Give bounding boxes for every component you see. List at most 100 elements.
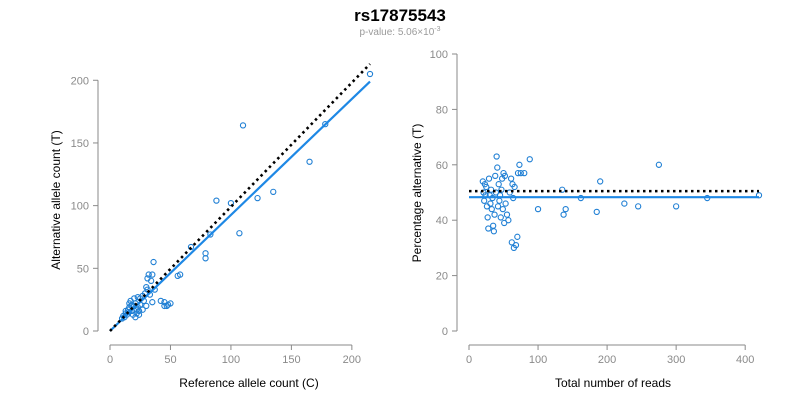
percentage-data-point (481, 197, 488, 204)
counts-data-point (147, 277, 155, 285)
percentage-y-tick-label: 100 (430, 49, 448, 61)
counts-data-point (167, 300, 174, 307)
percentage-y-tick-label: 80 (436, 104, 448, 116)
percentage-x-tick-label: 100 (529, 354, 547, 366)
counts-y-tick-label: 200 (71, 75, 89, 87)
counts-x-tick-label: 100 (222, 354, 240, 366)
percentage-data-point (485, 175, 493, 182)
counts-data-point (176, 271, 184, 278)
percentage-data-point (495, 181, 502, 188)
counts-data-point (213, 197, 220, 204)
percentage-data-point (494, 164, 501, 171)
percentage-data-point (490, 222, 497, 229)
percentage-data-point (560, 211, 567, 218)
counts-data-point (139, 306, 146, 313)
counts-data-point (366, 70, 374, 78)
counts-data-point (135, 307, 143, 315)
percentage-data-point (496, 197, 503, 204)
counts-x-tick-label: 200 (343, 354, 361, 366)
counts-data-point (322, 120, 329, 128)
counts-x-axis-label: Reference allele count (C) (179, 376, 318, 390)
percentage-data-point (514, 169, 522, 177)
p-value-subtitle: p-value: 5.06×10-3 (359, 26, 440, 38)
counts-data-point (202, 255, 209, 262)
counts-data-point (306, 158, 313, 165)
counts-data-point (135, 311, 143, 318)
percentage-data-point (534, 205, 542, 213)
percentage-data-point (490, 228, 498, 235)
percentage-y-tick-label: 20 (436, 271, 448, 283)
counts-x-tick-label: 150 (282, 354, 300, 366)
percentage-data-point (494, 203, 502, 210)
percentage-data-point (492, 189, 500, 196)
counts-data-point (144, 286, 151, 293)
counts-x-tick-label: 50 (164, 354, 176, 366)
counts-data-point (149, 299, 156, 306)
percentage-data-point (493, 153, 500, 160)
percentage-data-point (511, 183, 518, 191)
percentage-data-point (501, 172, 509, 180)
percentage-data-point (502, 200, 509, 207)
percentage-data-point (562, 205, 569, 213)
percentage-data-point (483, 203, 491, 210)
counts-data-point (207, 231, 214, 238)
counts-data-point (202, 250, 209, 257)
percentage-x-tick-label: 200 (598, 354, 616, 366)
percentage-data-point (655, 161, 663, 168)
percentage-x-tick-label: 0 (466, 354, 472, 366)
counts-data-point (149, 271, 156, 278)
percentage-data-point (559, 186, 566, 193)
percentage-y-axis-label: Percentage alternative (T) (410, 124, 424, 263)
counts-fit-line (109, 80, 371, 332)
percentage-data-point (491, 211, 498, 218)
percentage-data-point (593, 208, 600, 216)
counts-data-point (236, 230, 243, 237)
percentage-data-point (505, 217, 512, 224)
counts-y-tick-label: 0 (83, 326, 89, 338)
percentage-x-tick-label: 300 (667, 354, 685, 366)
counts-y-tick-label: 50 (77, 263, 89, 275)
counts-y-axis-label: Alternative allele count (T) (49, 130, 63, 269)
percentage-data-point (507, 175, 515, 182)
percentage-data-point (503, 211, 511, 218)
percentage-data-point (483, 183, 490, 191)
percentage-data-point (501, 219, 508, 227)
percentage-x-tick-label: 400 (736, 354, 754, 366)
percentage-data-point (508, 239, 515, 246)
p-value-exponent: -3 (434, 26, 440, 33)
percentage-x-axis-label: Total number of reads (555, 376, 671, 390)
percentage-y-tick-label: 60 (436, 160, 448, 172)
counts-panel: Reference allele count (C) Alternative a… (49, 63, 374, 390)
percentage-data-point (492, 172, 499, 180)
p-value-text: p-value: 5.06×10 (359, 27, 434, 38)
counts-data-point (145, 271, 152, 278)
percentage-data-point (517, 169, 524, 177)
percentage-y-tick-label: 40 (436, 215, 448, 227)
counts-data-point (150, 258, 157, 266)
percentage-data-point (672, 203, 680, 210)
percentage-data-point (526, 156, 533, 163)
percentage-data-point (597, 178, 604, 185)
percentage-y-tick-label: 0 (442, 326, 448, 338)
percentage-panel: Total number of reads Percentage alterna… (410, 49, 763, 390)
percentage-data-point (499, 205, 506, 213)
counts-data-point (143, 302, 150, 310)
percentage-data-point (516, 161, 523, 168)
counts-expected-line (109, 63, 371, 332)
percentage-data-point (512, 241, 520, 249)
counts-y-tick-label: 100 (71, 201, 89, 213)
counts-data-point (270, 188, 277, 195)
counts-y-tick-label: 150 (71, 138, 89, 150)
counts-data-point (239, 122, 247, 129)
percentage-data-point (485, 225, 492, 232)
percentage-data-point (488, 205, 495, 213)
chart-title: rs17875543 (354, 6, 446, 25)
percentage-data-point (487, 186, 495, 193)
percentage-data-point (514, 233, 521, 240)
percentage-data-point (521, 169, 528, 177)
counts-data-point (161, 302, 168, 310)
counts-data-point (254, 194, 261, 202)
counts-x-tick-label: 0 (107, 354, 113, 366)
counts-data-point (157, 297, 164, 305)
